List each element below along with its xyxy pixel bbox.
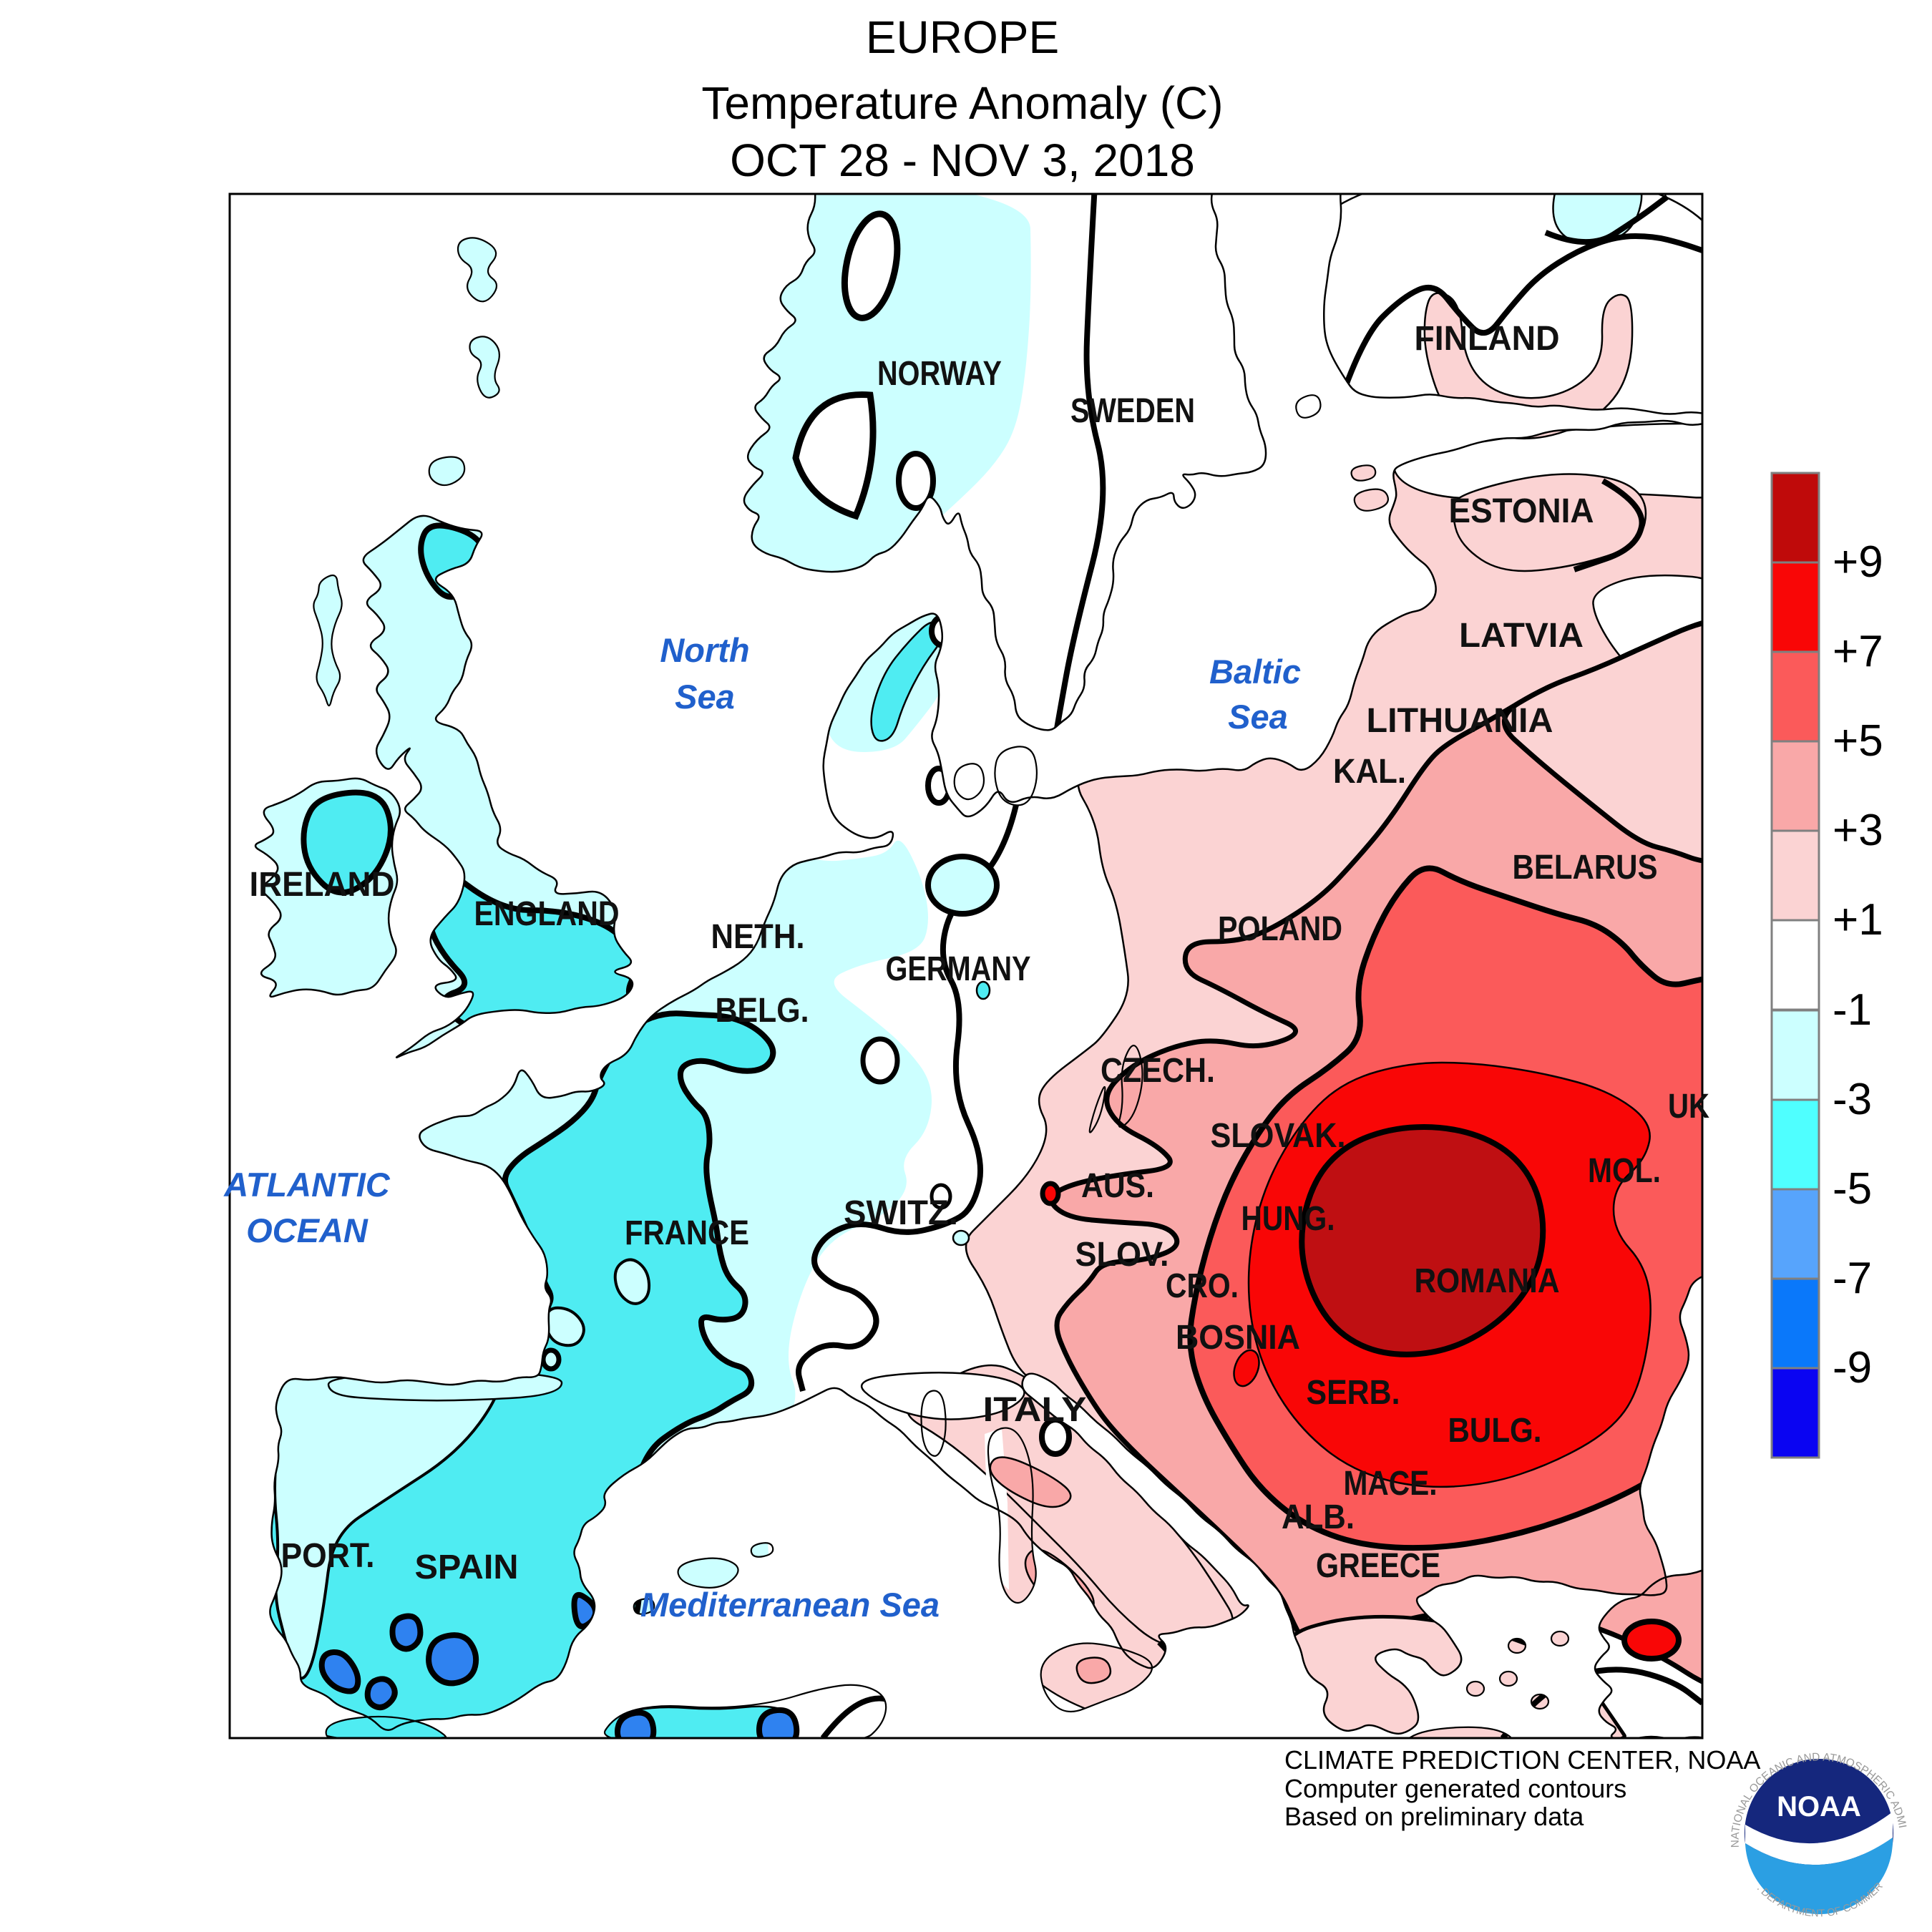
svg-text:SLOV.: SLOV. (1075, 1236, 1169, 1274)
svg-text:Temperature Anomaly (C): Temperature Anomaly (C) (701, 77, 1223, 129)
svg-text:ATLANTIC: ATLANTIC (223, 1166, 391, 1204)
svg-text:IRELAND: IRELAND (250, 866, 395, 904)
svg-text:CLIMATE PREDICTION CENTER, NOA: CLIMATE PREDICTION CENTER, NOAA (1284, 1745, 1760, 1775)
svg-text:SLOVAK.: SLOVAK. (1211, 1117, 1346, 1155)
svg-text:+5: +5 (1833, 716, 1883, 766)
svg-text:KAL.: KAL. (1333, 753, 1406, 791)
svg-text:AUS.: AUS. (1081, 1167, 1154, 1205)
svg-text:-5: -5 (1833, 1164, 1872, 1214)
svg-text:+1: +1 (1833, 895, 1883, 945)
svg-text:ESTONIA: ESTONIA (1449, 492, 1594, 530)
svg-text:OCEAN: OCEAN (246, 1211, 369, 1249)
svg-text:ROMANIA: ROMANIA (1415, 1262, 1560, 1300)
svg-text:Sea: Sea (1228, 698, 1288, 736)
svg-text:OCT 28 - NOV 3, 2018: OCT 28 - NOV 3, 2018 (730, 135, 1195, 186)
svg-text:Sea: Sea (675, 678, 735, 716)
svg-text:FRANCE: FRANCE (625, 1214, 749, 1252)
svg-text:BULG.: BULG. (1448, 1412, 1542, 1450)
svg-text:ENGLAND: ENGLAND (474, 895, 620, 933)
svg-text:SWITZ.: SWITZ. (844, 1194, 958, 1232)
svg-text:CZECH.: CZECH. (1101, 1052, 1215, 1090)
svg-text:LITHUANIA: LITHUANIA (1367, 702, 1553, 740)
svg-text:Computer generated contours: Computer generated contours (1284, 1774, 1626, 1803)
svg-text:FINLAND: FINLAND (1415, 320, 1560, 358)
svg-text:MOL.: MOL. (1588, 1152, 1661, 1190)
svg-text:Baltic: Baltic (1209, 653, 1301, 691)
svg-text:CRO.: CRO. (1166, 1267, 1239, 1305)
svg-text:GREECE: GREECE (1316, 1547, 1440, 1585)
svg-text:PORT.: PORT. (281, 1537, 375, 1575)
svg-text:UK: UK (1668, 1088, 1709, 1126)
svg-text:North: North (660, 631, 749, 669)
svg-text:-9: -9 (1833, 1343, 1872, 1392)
svg-text:GERMANY: GERMANY (886, 950, 1031, 988)
svg-text:POLAND: POLAND (1218, 910, 1342, 948)
svg-text:+3: +3 (1833, 806, 1883, 855)
svg-text:BELARUS: BELARUS (1513, 849, 1658, 887)
svg-text:-3: -3 (1833, 1075, 1872, 1124)
svg-text:SPAIN: SPAIN (415, 1548, 519, 1586)
svg-text:HUNG.: HUNG. (1241, 1200, 1335, 1238)
svg-text:BOSNIA: BOSNIA (1176, 1319, 1300, 1357)
svg-text:NOAA: NOAA (1777, 1791, 1861, 1823)
svg-text:+9: +9 (1833, 537, 1883, 587)
svg-text:BELG.: BELG. (716, 992, 809, 1030)
svg-text:-1: -1 (1833, 985, 1872, 1035)
svg-text:MACE.: MACE. (1344, 1465, 1438, 1503)
svg-text:SERB.: SERB. (1307, 1374, 1400, 1412)
svg-text:LATVIA: LATVIA (1459, 617, 1584, 655)
svg-text:-7: -7 (1833, 1254, 1872, 1303)
svg-text:ALB.: ALB. (1282, 1498, 1355, 1536)
svg-text:ITALY: ITALY (983, 1391, 1087, 1429)
svg-text:+7: +7 (1833, 627, 1883, 676)
svg-text:EUROPE: EUROPE (866, 11, 1059, 63)
svg-text:SWEDEN: SWEDEN (1070, 392, 1195, 430)
svg-text:NETH.: NETH. (711, 918, 805, 956)
svg-text:Mediterranean Sea: Mediterranean Sea (640, 1586, 940, 1624)
svg-text:NORWAY: NORWAY (877, 355, 1002, 393)
svg-text:Based on preliminary data: Based on preliminary data (1284, 1802, 1584, 1831)
